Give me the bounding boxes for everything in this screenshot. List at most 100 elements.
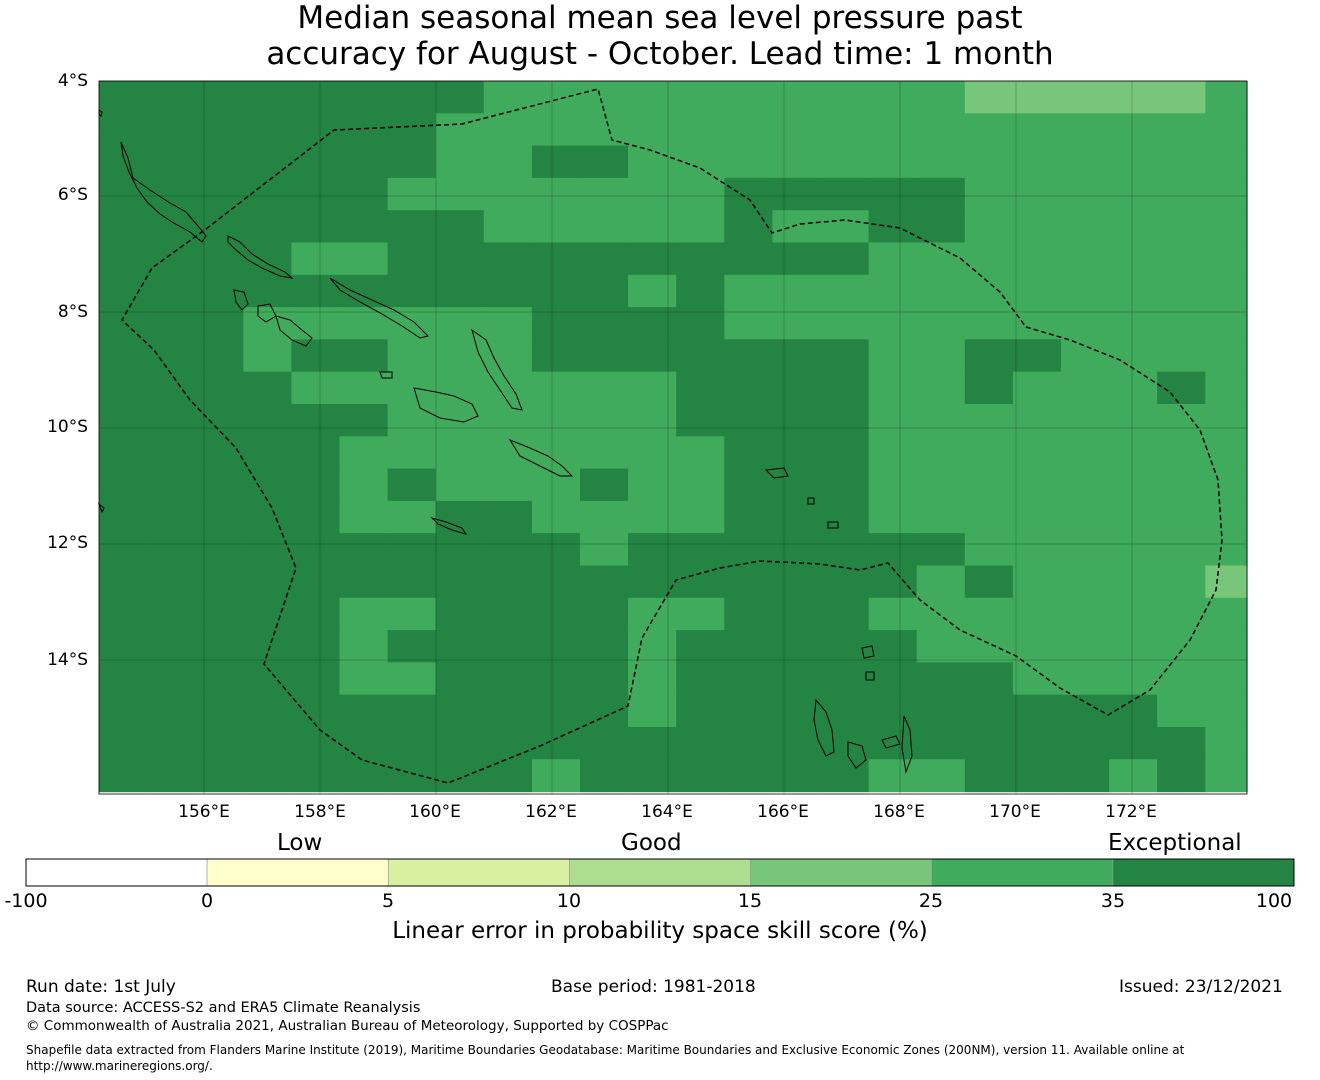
skill-cell [820, 597, 870, 631]
skill-cell [435, 500, 485, 534]
skill-cell [724, 371, 773, 405]
skill-cell [724, 81, 773, 114]
skill-cell [772, 113, 822, 147]
skill-cell [724, 307, 773, 340]
skill-cell [1061, 145, 1110, 179]
coastline [901, 715, 913, 774]
skill-cell [531, 404, 581, 437]
skill-cell [147, 210, 196, 244]
gridlines [99, 80, 1247, 794]
skill-cell [195, 307, 244, 340]
skill-cell [147, 533, 196, 567]
skill-cell [1157, 274, 1206, 308]
skill-cell [580, 436, 629, 470]
skill-cell [531, 630, 581, 663]
skill-cell [435, 565, 485, 599]
skill-cell [531, 177, 581, 211]
skill-cell [435, 533, 485, 567]
skill-cell [580, 307, 629, 340]
skill-cell [291, 727, 341, 760]
skill-cell [147, 468, 196, 502]
skill-cell [483, 177, 533, 211]
skill-cell [868, 113, 918, 147]
colorbar-tick: 15 [737, 890, 763, 912]
skill-cell [916, 371, 966, 405]
skill-cell [868, 597, 918, 631]
skill-cell [483, 307, 533, 340]
skill-cell [628, 597, 677, 631]
skill-cell [387, 404, 437, 437]
skill-cell [772, 662, 822, 696]
skill-cell [1205, 210, 1248, 244]
coastline [120, 141, 207, 243]
skill-cell [676, 468, 725, 502]
skill-cell [580, 404, 629, 437]
skill-cell [243, 210, 292, 244]
skill-cell [676, 662, 725, 696]
skill-cell [99, 177, 148, 211]
skill-cell [772, 694, 822, 728]
skill-cell [339, 533, 389, 567]
skill-cell [580, 113, 629, 147]
skill-cell [387, 242, 437, 276]
skill-cell [772, 210, 822, 244]
skill-cell [1109, 500, 1158, 534]
lon-label: 170°E [989, 802, 1041, 822]
coastline [508, 438, 574, 477]
colorbar-segment [206, 858, 389, 887]
skill-cell [483, 630, 533, 663]
skill-cell [531, 597, 581, 631]
skill-cell [1061, 468, 1110, 502]
skill-cell [483, 468, 533, 502]
skill-cell [1012, 565, 1062, 599]
skill-cell [916, 662, 966, 696]
skill-cell [195, 242, 244, 276]
skill-cell [580, 533, 629, 567]
skill-cell [1157, 759, 1206, 793]
skill-cell [339, 500, 389, 534]
skill-cell [1012, 371, 1062, 405]
skill-cell [1012, 727, 1062, 760]
skill-cell [820, 565, 870, 599]
skill-cell [483, 145, 533, 179]
skill-cell [676, 597, 725, 631]
skill-cell [1061, 210, 1110, 244]
skill-cell [772, 274, 822, 308]
coastline [847, 741, 867, 769]
skill-cell [1157, 662, 1206, 696]
skill-cell [387, 630, 437, 663]
skill-cell [916, 339, 966, 373]
coastline [329, 277, 429, 339]
skill-cell [676, 339, 725, 373]
skill-cell [1109, 630, 1158, 663]
skill-cell [868, 630, 918, 663]
skill-cell [820, 533, 870, 567]
skill-cell [724, 436, 773, 470]
skill-cell [531, 113, 581, 147]
skill-cell [580, 339, 629, 373]
skill-cell [580, 565, 629, 599]
skill-cell [387, 565, 437, 599]
skill-cell [724, 468, 773, 502]
skill-cell [580, 177, 629, 211]
skill-cell [195, 436, 244, 470]
lat-label: 4°S [57, 71, 88, 91]
skill-cell [387, 145, 437, 179]
skill-cell [243, 630, 292, 663]
skill-cell [628, 468, 677, 502]
skill-cell [1205, 307, 1248, 340]
skill-cell [964, 565, 1014, 599]
skill-cell [99, 727, 148, 760]
skill-cell [964, 145, 1014, 179]
skill-cell [291, 662, 341, 696]
skill-cell [1061, 565, 1110, 599]
skill-cell [1109, 339, 1158, 373]
skill-cell [772, 177, 822, 211]
skill-cell [195, 371, 244, 405]
skill-cell [387, 436, 437, 470]
skill-cell [868, 371, 918, 405]
skill-cell [291, 371, 341, 405]
colorbar-tick: 35 [1100, 890, 1126, 912]
skill-cell [1061, 81, 1110, 114]
skill-cell [628, 81, 677, 114]
